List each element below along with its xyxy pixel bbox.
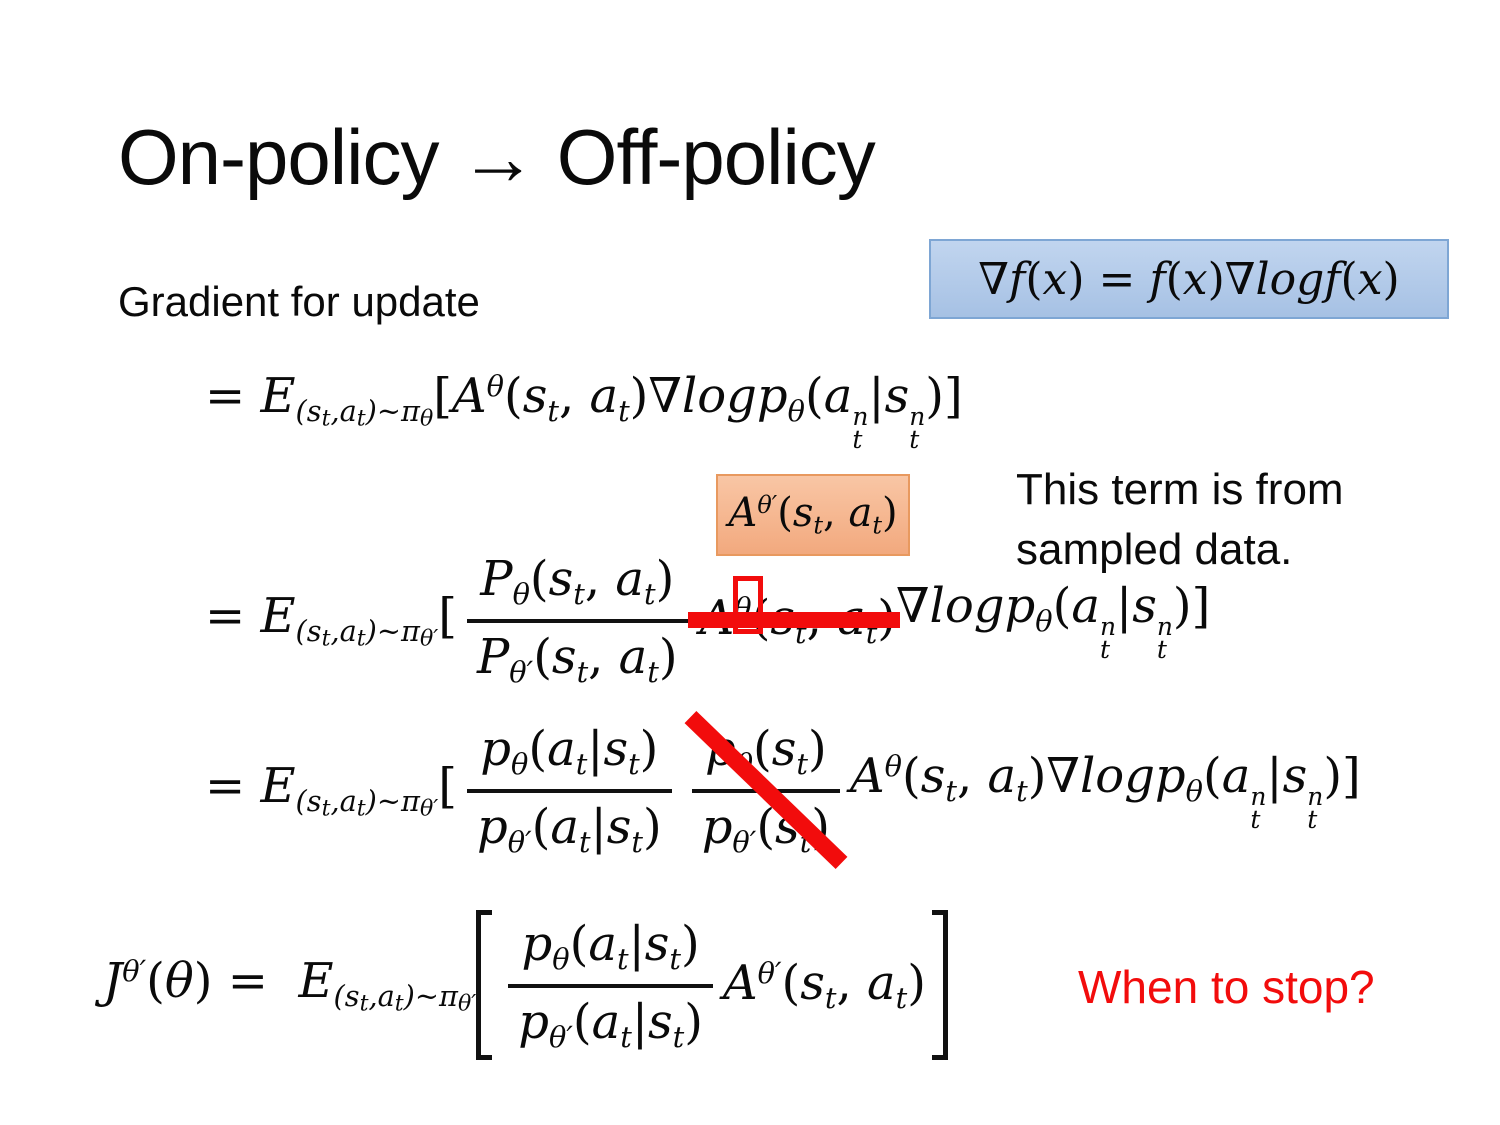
identity-formula: ∇f(x) = f(x)∇logf(x) bbox=[978, 253, 1400, 305]
equation-3-fraction-2: pθ(st) pθ′(st) bbox=[691, 721, 840, 860]
equation-2: = E(st,at)~πθ′[ Pθ(st, at) Pθ′(st, at) A… bbox=[205, 545, 1210, 695]
equation-4-fraction: pθ(at|st) pθ′(at|st) bbox=[508, 916, 713, 1054]
identity-formula-box: ∇f(x) = f(x)∇logf(x) bbox=[929, 239, 1449, 319]
page-title: On-policy → Off-policy bbox=[118, 113, 876, 201]
equation-2-lead: = E(st,at)~πθ′[ bbox=[205, 588, 457, 652]
equation-3-tail: Aθ(st, at)∇logpθ(a n t |s n t)] bbox=[850, 748, 1361, 835]
equation-3: = E(st,at)~πθ′[ pθ(at|st) pθ′(at|st) pθ(… bbox=[205, 710, 1361, 870]
equation-3-fraction-2-wrap: pθ(st) pθ′(st) bbox=[682, 710, 850, 870]
equation-2-fraction-numerator: Pθ(st, at) bbox=[467, 551, 688, 623]
note-line-2: sampled data. bbox=[1016, 525, 1293, 574]
equation-1-math: = E(st,at)~πθ[Aθ(st, at)∇logpθ(a n t |s n t)] bbox=[205, 368, 963, 455]
equation-2-fraction: Pθ(st, at) Pθ′(st, at) bbox=[467, 551, 688, 689]
equation-4-fraction-denominator: pθ′(at|st) bbox=[518, 994, 703, 1055]
left-square-bracket bbox=[476, 910, 493, 1060]
equation-3-fraction-1: pθ(at|st) pθ′(at|st) bbox=[467, 721, 672, 859]
equation-2-advantage-struck: Aθ(st, at) bbox=[687, 575, 901, 650]
sampled-data-note: This term is from sampled data. bbox=[1016, 460, 1344, 580]
equation-3-fraction-2-numerator: pθ(st) bbox=[691, 721, 840, 793]
advantage-term-math: Aθ′(st, at) bbox=[728, 490, 898, 540]
equation-4-lhs: Jθ′(θ) = E(st,at)~πθ′ bbox=[103, 953, 477, 1017]
right-square-bracket bbox=[931, 910, 948, 1060]
equation-3-fraction-2-denominator: pθ′(st) bbox=[701, 799, 830, 860]
equation-2-tail: ∇logpθ(a n t |s n t)] bbox=[896, 578, 1211, 665]
equation-4-tail: Aθ′(st, at) bbox=[722, 954, 926, 1016]
equation-2-fraction-denominator: Pθ′(st, at) bbox=[477, 629, 678, 690]
when-to-stop-text: When to stop? bbox=[1078, 961, 1375, 1013]
equation-4: Jθ′(θ) = E(st,at)~πθ′ pθ(at|st) pθ′(at|s… bbox=[103, 903, 948, 1067]
advantage-term-box: Aθ′(st, at) bbox=[716, 474, 910, 556]
equation-4-fraction-numerator: pθ(at|st) bbox=[508, 916, 713, 988]
theta-highlight-frame bbox=[732, 575, 763, 634]
equation-3-fraction-1-numerator: pθ(at|st) bbox=[467, 721, 672, 793]
equation-3-fraction-1-denominator: pθ′(at|st) bbox=[477, 799, 662, 860]
equation-1: = E(st,at)~πθ[Aθ(st, at)∇logpθ(a n t |s n t)] bbox=[205, 360, 963, 460]
note-line-1: This term is from bbox=[1016, 465, 1344, 514]
lead-in-text: Gradient for update bbox=[118, 278, 480, 325]
equation-3-lead: = E(st,at)~πθ′[ bbox=[205, 758, 457, 822]
red-strikethrough-bar bbox=[687, 611, 901, 628]
